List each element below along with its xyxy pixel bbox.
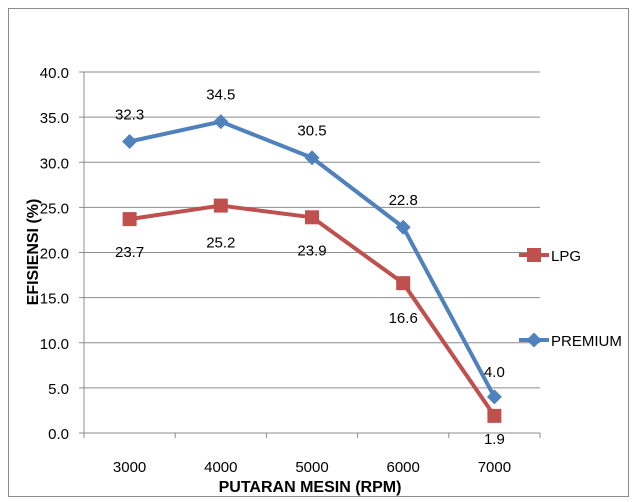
data-label-premium: 34.5 <box>206 87 235 104</box>
y-tick-label: 20.0 <box>40 246 69 263</box>
legend-label-premium: PREMIUM <box>551 333 622 350</box>
y-tick-label: 10.0 <box>40 336 69 353</box>
legend-marker-lpg <box>527 248 541 262</box>
legend-marker-premium <box>526 332 542 348</box>
x-tick-label: 7000 <box>478 459 511 476</box>
y-tick-label: 5.0 <box>48 381 69 398</box>
legend-label-lpg: LPG <box>551 248 581 265</box>
series-layer <box>122 114 502 423</box>
data-point-lpg <box>396 276 411 291</box>
data-label-premium: 4.0 <box>484 364 505 381</box>
data-point-lpg <box>487 408 502 423</box>
data-label-lpg: 16.6 <box>389 310 418 327</box>
y-tick-label: 0.0 <box>48 426 69 443</box>
data-point-premium <box>122 133 138 149</box>
data-point-lpg <box>213 198 228 213</box>
data-label-lpg: 23.9 <box>297 242 326 259</box>
x-axis-title: PUTARAN MESIN (RPM) <box>219 479 402 496</box>
legend: LPG PREMIUM <box>519 248 622 350</box>
x-tick-label: 3000 <box>113 459 146 476</box>
y-tick-label: 25.0 <box>40 200 69 217</box>
y-tick-label: 35.0 <box>40 110 69 127</box>
data-point-premium <box>304 150 320 166</box>
y-tick-label: 30.0 <box>40 155 69 172</box>
axes: 0.0 5.0 10.0 15.0 20.0 25.0 30.0 35.0 40.0 3000 40… <box>40 65 541 476</box>
y-tick-label: 40.0 <box>40 65 69 82</box>
data-label-premium: 30.5 <box>297 123 326 140</box>
data-point-lpg <box>305 210 319 225</box>
data-label-premium: 22.8 <box>389 192 418 209</box>
data-label-lpg: 25.2 <box>206 235 235 252</box>
data-label-premium: 32.3 <box>115 106 144 123</box>
data-point-premium <box>213 114 229 130</box>
y-axis-title: EFISIENSI (%) <box>25 199 42 306</box>
x-tick-label: 5000 <box>295 459 328 476</box>
x-tick-label: 6000 <box>387 459 420 476</box>
y-tick-label: 15.0 <box>40 291 69 308</box>
data-point-premium <box>486 389 502 405</box>
data-point-lpg <box>122 212 137 227</box>
x-tick-label: 4000 <box>204 459 237 476</box>
data-label-lpg: 23.7 <box>115 244 144 261</box>
data-labels: 23.7 25.2 23.9 16.6 1.9 32.3 34.5 30.5 22.8 4.0 <box>115 87 505 448</box>
data-label-lpg: 1.9 <box>484 431 505 448</box>
data-point-premium <box>395 219 411 235</box>
